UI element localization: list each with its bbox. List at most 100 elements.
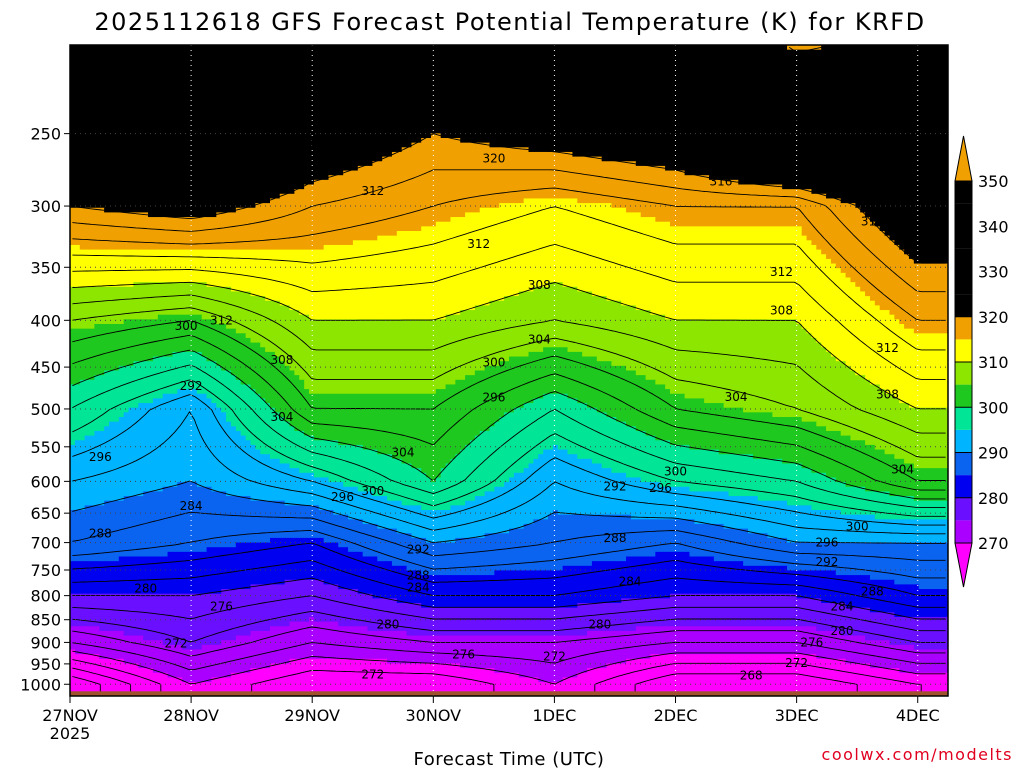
theta-cell xyxy=(465,212,642,218)
theta-cell xyxy=(323,537,427,544)
y-tick-label-550: 550 xyxy=(30,438,61,457)
theta-cell xyxy=(99,654,652,660)
theta-cell xyxy=(70,86,948,93)
contour-label-284: 284 xyxy=(407,581,430,595)
contour-label-284: 284 xyxy=(619,575,642,589)
theta-cell xyxy=(401,458,452,465)
theta-cell xyxy=(655,379,871,386)
theta-cell xyxy=(279,412,505,418)
theta-cell xyxy=(655,435,852,441)
isentrope-314 xyxy=(72,206,946,351)
theta-cell xyxy=(70,616,310,623)
colorbar-label-320: 320 xyxy=(978,308,1009,327)
theta-cell xyxy=(70,407,130,413)
theta-cell xyxy=(70,686,948,692)
x-tick-label-28NOV: 28NOV xyxy=(163,706,219,725)
theta-cell xyxy=(855,203,948,209)
theta-cell xyxy=(860,286,948,293)
contour-label-280: 280 xyxy=(831,624,854,638)
theta-cell xyxy=(70,305,291,311)
theta-cell xyxy=(216,403,271,409)
theta-cell xyxy=(826,472,948,479)
contour-label-336: 336 xyxy=(740,97,763,111)
theta-cell xyxy=(635,370,856,376)
theta-cell xyxy=(587,403,725,409)
theta-cell xyxy=(250,584,339,590)
theta-cell xyxy=(284,579,325,585)
contour-label-268: 268 xyxy=(740,668,763,682)
contour-label-316: 316 xyxy=(861,215,884,229)
theta-cell xyxy=(152,356,208,362)
contour-label-304: 304 xyxy=(528,333,551,347)
theta-cell xyxy=(811,505,948,511)
theta-cell xyxy=(70,389,178,395)
contour-label-340: 340 xyxy=(709,57,732,71)
theta-cell xyxy=(70,114,948,120)
isentrope-340 xyxy=(72,46,946,98)
y-axis-ticks: 250 300 350 400 450 500 550 600 650 700 750 800 850 9… xyxy=(20,125,70,694)
theta-cell xyxy=(509,477,642,483)
isentrope-330 xyxy=(72,46,946,164)
theta-cell xyxy=(338,440,471,446)
theta-cell xyxy=(70,496,125,502)
theta-cell xyxy=(406,630,588,637)
theta-cell xyxy=(70,68,948,74)
theta-cell xyxy=(660,482,847,488)
theta-cell xyxy=(70,565,408,572)
isentrope-346 xyxy=(761,46,916,71)
theta-cell xyxy=(596,407,744,413)
theta-cell xyxy=(70,361,135,367)
theta-cell xyxy=(70,556,120,562)
theta-cell xyxy=(362,444,466,451)
theta-cell xyxy=(94,375,237,381)
theta-cell xyxy=(669,593,798,599)
contour-label-320: 320 xyxy=(482,151,505,165)
theta-cell xyxy=(123,319,217,325)
theta-cell xyxy=(230,421,291,427)
contour-label-280: 280 xyxy=(376,617,399,631)
colorbar-band-325 xyxy=(955,271,972,295)
colorbar-band-285 xyxy=(955,452,972,476)
y-tick-label-850: 850 xyxy=(30,611,61,630)
theta-cell xyxy=(284,417,500,423)
theta-cell xyxy=(548,514,632,520)
isentrope-280 xyxy=(72,577,946,620)
theta-cell xyxy=(577,603,847,609)
theta-cell xyxy=(440,133,948,139)
theta-cell xyxy=(201,314,310,320)
theta-cell xyxy=(689,551,948,558)
theta-cell xyxy=(333,510,554,516)
theta-cell xyxy=(70,286,232,293)
theta-cell xyxy=(626,472,827,479)
theta-cell xyxy=(70,570,422,576)
theta-cell xyxy=(787,45,822,51)
theta-cell xyxy=(123,412,227,418)
theta-cell xyxy=(70,421,110,427)
theta-cell xyxy=(913,258,948,265)
theta-cell xyxy=(421,468,442,474)
theta-cell xyxy=(182,644,203,651)
theta-cell xyxy=(143,635,237,641)
theta-cell xyxy=(70,300,281,306)
theta-cell xyxy=(426,537,456,544)
theta-cell xyxy=(377,556,627,562)
theta-cell xyxy=(357,589,948,595)
theta-cell xyxy=(70,584,252,590)
contour-label-336: 336 xyxy=(109,80,132,94)
theta-cell xyxy=(460,663,608,669)
theta-cell xyxy=(606,296,871,302)
theta-cell xyxy=(235,328,808,334)
theta-cell xyxy=(269,403,525,409)
theta-cell xyxy=(279,458,403,465)
contour-label-280: 280 xyxy=(134,582,157,596)
theta-cell xyxy=(70,468,300,474)
credit-link[interactable]: coolwx.com/modelts xyxy=(822,745,1013,764)
theta-cell xyxy=(99,626,271,632)
theta-cell xyxy=(869,663,948,669)
theta-cell xyxy=(309,616,315,623)
theta-cell xyxy=(94,430,242,437)
theta-cell xyxy=(313,472,427,479)
x-tick-label-2DEC: 2DEC xyxy=(654,706,698,725)
theta-cell xyxy=(577,454,754,460)
theta-cell xyxy=(801,231,886,237)
